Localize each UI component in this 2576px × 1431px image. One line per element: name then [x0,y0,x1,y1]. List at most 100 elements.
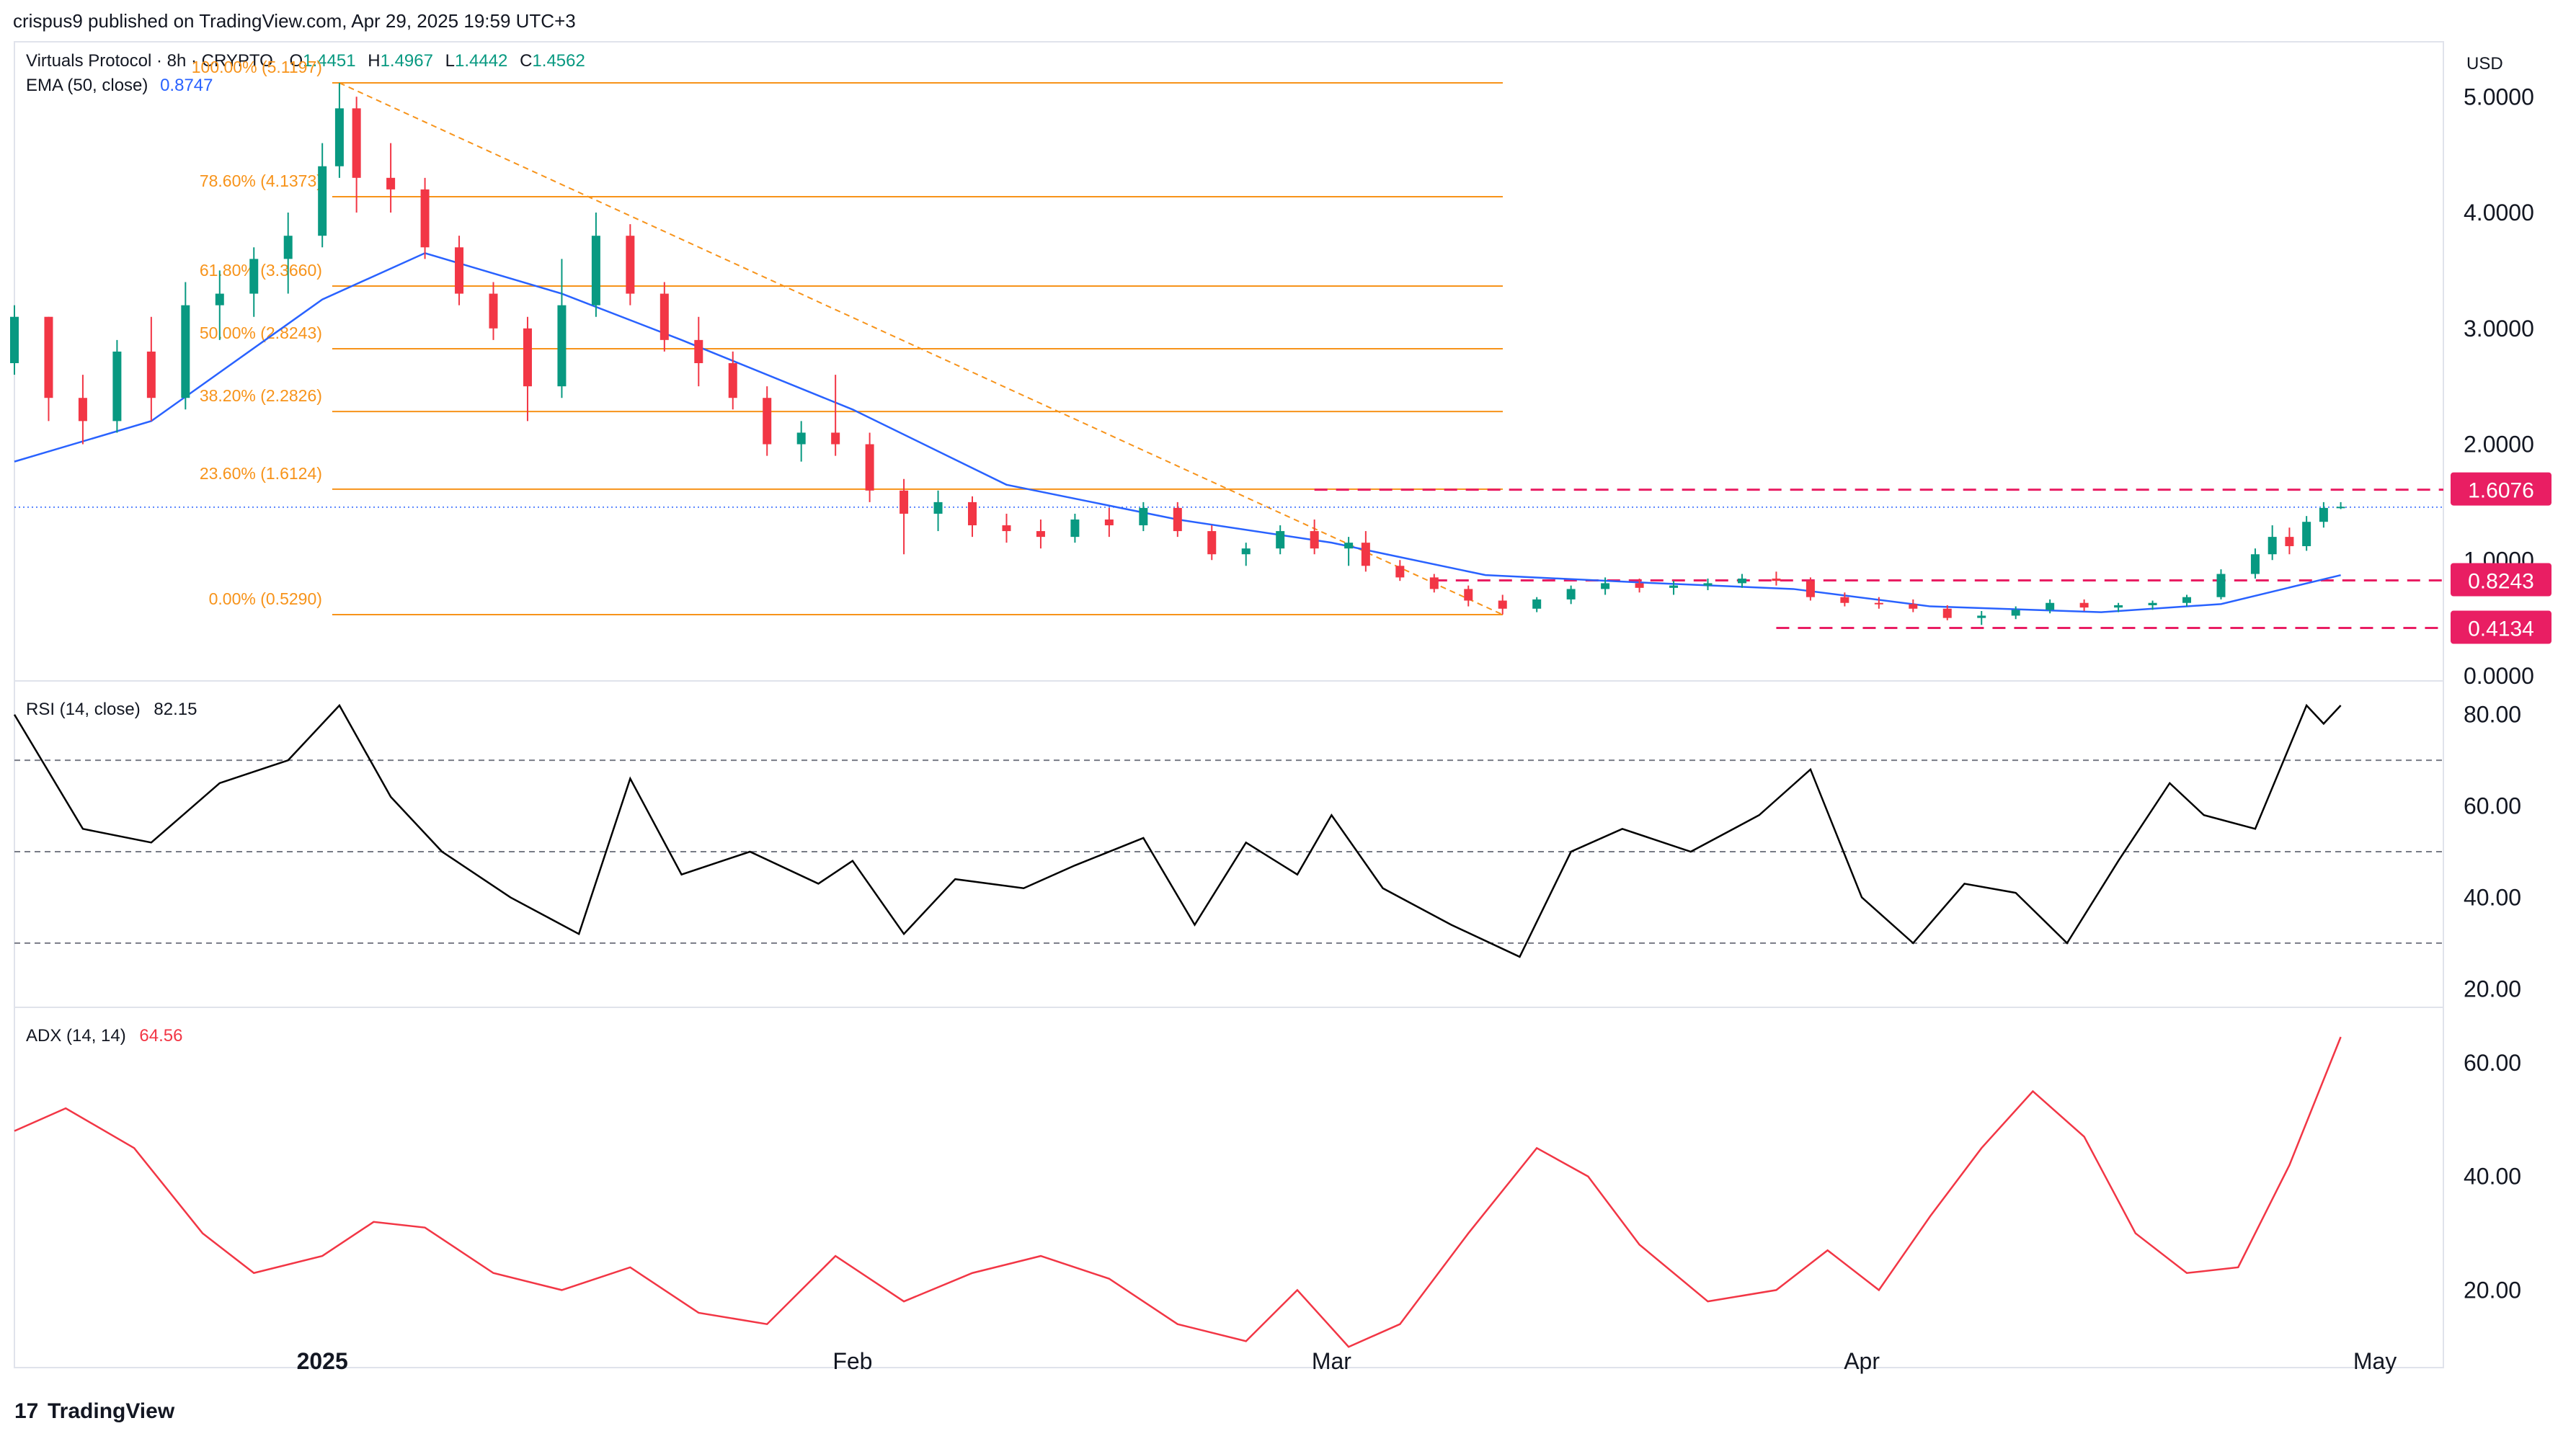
ema-line [14,251,2341,613]
candle-body [2319,507,2328,522]
adx-tick-label: 40.00 [2464,1164,2521,1190]
level-price-tag [2451,472,2551,506]
candle [334,83,344,178]
candle-body [1532,599,1542,609]
candle-body [1806,581,1815,597]
candle-body [1703,583,1713,586]
candle-body [78,398,87,422]
candle [2336,501,2345,509]
candle-body [2250,554,2260,574]
candle-body [1772,578,1781,581]
candle-body [2011,610,2020,616]
candle-body [112,351,122,422]
fibonacci-retracement[interactable]: 100.00% (5.1197) 78.60% (4.1373) 61.80% (3… [192,58,1504,615]
fib-trend-line [339,82,1504,615]
candle [1344,537,1354,566]
candle [1703,578,1713,591]
fib-level-label: 100.00% (5.1197) [192,58,322,76]
tradingview-logo[interactable]: 17 TradingView [14,1399,175,1423]
candle-body [1173,507,1182,532]
candle-body [523,328,532,387]
candle-body [1601,583,1610,589]
candle-body [146,351,156,398]
candle [728,351,737,410]
candle-body [1977,615,1986,618]
candle [1942,605,1952,620]
fib-level-label: 38.20% (2.2826) [200,386,322,405]
candle [1874,597,1883,609]
candle [1276,525,1285,555]
candle [1909,599,1918,612]
candle [146,316,156,422]
candle [1601,577,1610,595]
level-price-tag-label: 1.6076 [2468,479,2534,503]
adx-pane: 60.00 40.00 20.00 [14,1036,2521,1348]
candle [831,375,840,456]
candle [112,339,122,433]
candle [659,282,669,352]
candle-body [489,293,498,329]
candle [1070,513,1080,543]
currency-label[interactable]: USD [2466,54,2503,73]
candles [10,83,2345,625]
fib-level-label: 61.80% (3.3660) [200,261,322,280]
candle-body [831,432,840,445]
candle [1207,525,1217,561]
candle [2285,527,2294,555]
candle [1532,597,1542,612]
candle [1241,543,1251,566]
candle-body [1241,548,1251,555]
candle-body [659,293,669,340]
adx-tick-label: 20.00 [2464,1277,2521,1303]
candle-body [1361,543,1370,566]
ema-legend-label: EMA (50, close) [26,76,148,95]
adx-legend-value: 64.56 [139,1026,182,1046]
candle-body [1070,520,1080,538]
price-levels[interactable]: 1.6076 0.8243 0.4134 [14,472,2551,644]
level-price-tag-label: 0.4134 [2468,618,2534,641]
candle-body [591,236,600,306]
candle [1036,520,1045,549]
candle-body [1566,589,1576,599]
candle [1429,574,1439,593]
rsi-legend: RSI (14, close) 82.15 [26,700,197,719]
candle [2148,600,2157,610]
fib-level-label: 78.60% (4.1373) [200,171,322,190]
candle [2011,606,2020,620]
candle-body [865,444,874,491]
time-tick-label: 2025 [297,1348,348,1374]
candle [1977,610,1986,625]
candle-body [1909,604,1918,609]
candle-body [455,247,464,294]
ohlc-low: 1.4442 [455,51,507,71]
fib-level-label: 0.00% (0.5290) [209,589,322,608]
ohlc-open: 1.4451 [303,51,355,71]
candle-body [796,432,806,445]
ema-legend-value: 0.8747 [160,76,213,95]
candle-body [1669,585,1679,588]
level-price-tag [2451,563,2551,597]
ohlc-high: 1.4967 [381,51,433,71]
candle [1002,513,1011,543]
candle [2046,599,2055,614]
candle [1310,520,1319,555]
candle-body [1429,577,1439,589]
candle-body [1840,597,1849,603]
candle-body [2046,602,2055,610]
candle [249,247,259,317]
candle [2268,525,2277,561]
candle [1464,585,1473,607]
candle [455,236,464,306]
candle [1395,560,1405,581]
time-axis[interactable]: 2025 Feb Mar Apr May [297,1348,2397,1374]
time-tick-label: Apr [1844,1348,1880,1374]
candle-body [728,363,737,398]
candle-body [1874,602,1883,605]
fib-level-label: 23.60% (1.6124) [200,464,322,483]
candle [2182,594,2192,607]
rsi-line [13,703,2342,958]
candle [1635,578,1644,593]
candle [1361,531,1370,572]
